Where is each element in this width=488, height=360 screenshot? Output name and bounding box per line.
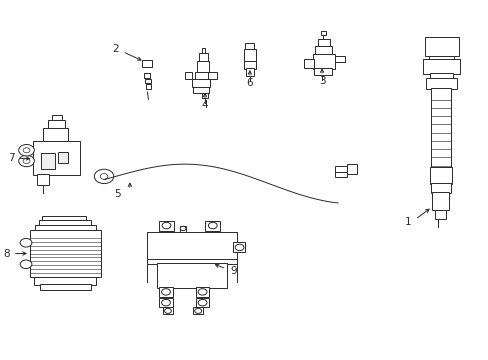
Bar [35, 225, 96, 230]
Circle shape [235, 244, 244, 251]
Bar [207, 72, 216, 79]
Circle shape [180, 226, 185, 230]
Bar [195, 287, 209, 297]
Circle shape [23, 158, 30, 163]
Bar [430, 183, 450, 193]
Bar [40, 284, 91, 291]
Text: 6: 6 [246, 78, 253, 88]
Bar [41, 153, 55, 169]
Circle shape [162, 222, 170, 229]
Bar [146, 84, 151, 89]
Bar [434, 210, 446, 220]
Bar [52, 115, 61, 120]
Bar [159, 287, 172, 297]
Text: 1: 1 [404, 217, 410, 227]
Bar [194, 72, 209, 80]
Bar [245, 42, 254, 49]
Bar [30, 230, 101, 277]
Circle shape [198, 289, 206, 295]
Text: 5: 5 [114, 189, 121, 199]
Text: 8: 8 [3, 248, 10, 258]
Bar [424, 37, 458, 56]
Bar [312, 54, 334, 69]
Bar [193, 87, 208, 93]
Circle shape [100, 174, 108, 179]
Circle shape [94, 169, 114, 184]
Bar [423, 59, 459, 74]
Bar [334, 56, 345, 62]
Bar [430, 88, 450, 167]
Bar [159, 221, 173, 231]
Bar [145, 78, 151, 83]
Circle shape [161, 289, 170, 295]
Bar [334, 172, 346, 177]
Bar [334, 166, 351, 173]
Bar [429, 73, 452, 78]
Bar [201, 48, 205, 53]
Text: 4: 4 [201, 100, 208, 111]
Bar [180, 226, 185, 232]
Circle shape [19, 144, 34, 156]
Bar [246, 68, 253, 76]
Bar [315, 45, 331, 54]
Bar [244, 61, 256, 69]
Bar [205, 221, 220, 231]
Circle shape [20, 238, 32, 247]
Bar [142, 60, 152, 67]
Bar [157, 263, 227, 288]
Bar [202, 93, 208, 98]
Circle shape [161, 300, 170, 306]
Circle shape [23, 148, 30, 153]
Bar [199, 53, 207, 62]
Circle shape [20, 260, 32, 269]
Text: 7: 7 [8, 153, 15, 163]
Bar [196, 61, 208, 72]
Bar [346, 164, 356, 174]
Bar [304, 59, 313, 68]
Bar [144, 73, 150, 78]
Bar [428, 55, 453, 60]
Circle shape [194, 309, 201, 314]
Bar [37, 174, 49, 185]
Bar [43, 128, 68, 140]
Bar [193, 307, 203, 315]
Bar [233, 242, 245, 252]
Bar [39, 220, 91, 225]
Text: 9: 9 [230, 266, 237, 276]
Circle shape [19, 155, 34, 167]
Bar [58, 152, 68, 163]
Circle shape [208, 222, 217, 229]
Bar [163, 307, 172, 315]
Text: 3: 3 [318, 76, 325, 86]
Text: 2: 2 [112, 44, 119, 54]
Bar [184, 72, 192, 79]
Bar [320, 31, 326, 35]
Bar [431, 192, 448, 211]
Bar [244, 49, 256, 62]
Bar [426, 78, 456, 89]
Bar [429, 167, 451, 184]
Bar [34, 277, 96, 285]
Circle shape [198, 300, 206, 306]
Bar [42, 216, 86, 220]
Circle shape [164, 309, 171, 314]
Bar [313, 68, 331, 75]
Bar [195, 298, 209, 307]
Bar [191, 79, 210, 87]
Bar [48, 120, 65, 128]
Bar [33, 140, 80, 175]
Bar [317, 39, 329, 45]
Bar [159, 298, 172, 307]
